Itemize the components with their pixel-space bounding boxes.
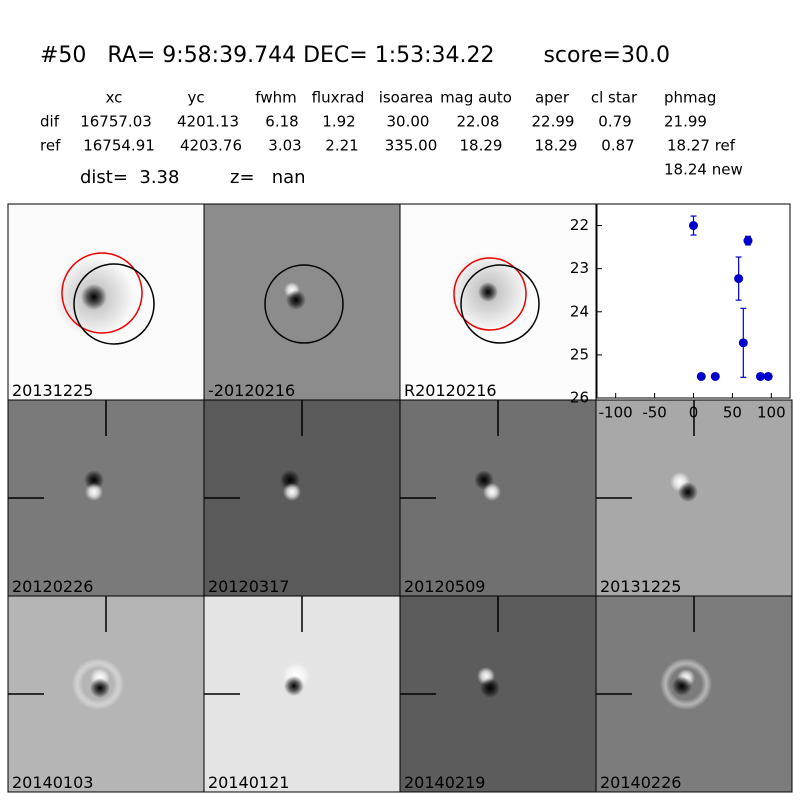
- red-circle: [453, 257, 527, 331]
- source: [672, 676, 692, 696]
- table-cell: 22.99: [532, 113, 575, 131]
- image-stamp: 20140226: [595, 595, 793, 793]
- source: [478, 282, 498, 302]
- image-stamp: 20140121: [203, 595, 401, 793]
- table-cell: 16757.03: [80, 113, 152, 131]
- y-tick-label: 25: [570, 345, 589, 363]
- column-header: aper: [535, 89, 570, 107]
- table-cell: 0.87: [601, 137, 634, 155]
- column-header: fwhm: [255, 89, 296, 107]
- source: [678, 482, 698, 502]
- source: [483, 483, 501, 501]
- data-point: [734, 274, 744, 284]
- source: [81, 284, 107, 310]
- source: [85, 483, 103, 501]
- image-stamp: 20120226: [7, 399, 205, 597]
- table-cell: 3.03: [268, 137, 301, 155]
- table-cell: 30.00: [387, 113, 430, 131]
- table-cell: 4201.13: [177, 113, 239, 131]
- x-tick-label: 100: [757, 404, 786, 422]
- image-stamp: 20120509: [399, 399, 597, 597]
- source: [284, 676, 304, 696]
- image-stamp: 20131225: [7, 203, 205, 401]
- stamp-label: 20140103: [12, 773, 93, 792]
- x-tick-label: -50: [642, 404, 667, 422]
- stamp-label: 20120317: [208, 577, 289, 596]
- x-tick-label: 0: [689, 404, 699, 422]
- stamp-label: 20131225: [12, 381, 93, 400]
- source: [480, 678, 500, 698]
- x-tick-label: 50: [723, 404, 742, 422]
- source: [283, 483, 301, 501]
- stamp-label: 20140226: [600, 773, 681, 792]
- x-tick-label: -100: [599, 404, 633, 422]
- image-stamp: R20120216: [399, 203, 597, 401]
- source: [90, 678, 110, 698]
- column-header: xc: [106, 89, 123, 107]
- black-circle: [264, 264, 344, 344]
- table-cell: 335.00: [385, 137, 438, 155]
- table-cell: 2.21: [325, 137, 358, 155]
- image-stamp: 20131225: [595, 399, 793, 597]
- data-point: [755, 371, 765, 381]
- extra-phmag: 18.24 new: [664, 161, 743, 179]
- image-stamp: 20140103: [7, 595, 205, 793]
- stamp-label: 20120509: [404, 577, 485, 596]
- panel-grid: 20131225 -20120216 R20120216 20120226 201203…: [7, 203, 793, 793]
- table-cell: 4203.76: [180, 137, 242, 155]
- plot-area: [596, 203, 791, 399]
- table-cell: 18.27 ref: [667, 137, 736, 155]
- row-label: dif: [40, 113, 60, 131]
- table-cell: 18.29: [460, 137, 503, 155]
- dist: dist= 3.38: [80, 167, 179, 188]
- stamp-label: 20140219: [404, 773, 485, 792]
- column-header: phmag: [664, 89, 716, 107]
- table-cell: 21.99: [664, 113, 707, 131]
- table-cell: 22.08: [457, 113, 500, 131]
- data-point: [738, 338, 748, 348]
- image-stamp: 20120317: [203, 399, 401, 597]
- column-header: yc: [187, 89, 204, 107]
- stamp-label: 20140121: [208, 773, 289, 792]
- table-cell: 0.79: [598, 113, 631, 131]
- source: [286, 290, 306, 310]
- table-cell: 16754.91: [83, 137, 155, 155]
- stamp-label: -20120216: [208, 381, 295, 400]
- column-header: isoarea: [379, 89, 434, 107]
- table-cell: 1.92: [322, 113, 355, 131]
- data-point: [689, 221, 698, 231]
- y-tick-label: 24: [570, 302, 589, 320]
- row-label: ref: [40, 137, 61, 155]
- table-cell: 6.18: [265, 113, 298, 131]
- z-value: z= nan: [230, 167, 306, 188]
- red-circle: [61, 252, 143, 334]
- black-circle: [73, 263, 155, 345]
- y-tick-label: 22: [570, 216, 589, 234]
- data-point: [743, 236, 753, 246]
- data-point: [696, 371, 706, 381]
- data-point: [710, 371, 720, 381]
- y-tick-label: 23: [570, 259, 589, 277]
- stamp-label: 20120226: [12, 577, 93, 596]
- black-circle: [460, 264, 540, 344]
- image-stamp: -20120216: [203, 203, 401, 401]
- title: #50 RA= 9:58:39.744 DEC= 1:53:34.22 scor…: [40, 43, 670, 68]
- stamp-label: R20120216: [404, 381, 497, 400]
- table-cell: 18.29: [535, 137, 578, 155]
- lightcurve-chart: 22 23 24 25 26 -100 -50 0 50 100: [570, 203, 791, 422]
- y-tick-label: 26: [570, 389, 589, 407]
- column-header: mag auto: [440, 89, 512, 107]
- stamp-label: 20131225: [600, 577, 681, 596]
- column-header: fluxrad: [312, 89, 365, 107]
- data-point: [763, 371, 773, 381]
- image-stamp: 20140219: [399, 595, 597, 793]
- column-header: cl star: [591, 89, 638, 107]
